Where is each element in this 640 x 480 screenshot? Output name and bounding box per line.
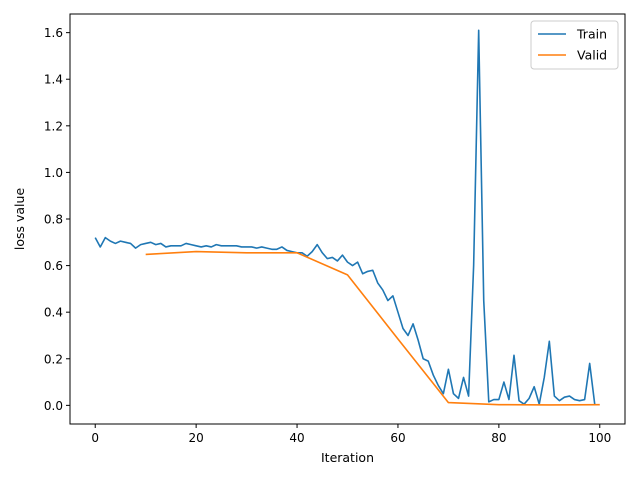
y-tick-label: 0.2 (44, 352, 63, 366)
y-tick-label: 0.8 (44, 213, 63, 227)
y-tick-label: 1.6 (44, 26, 63, 40)
y-tick-label: 0.0 (44, 399, 63, 413)
legend-valid-label: Valid (577, 48, 607, 63)
legend: Train Valid (530, 20, 619, 70)
x-tick-label: 100 (588, 431, 611, 445)
x-tick-label: 20 (188, 431, 203, 445)
y-tick-label: 1.4 (44, 73, 63, 87)
plot-frame (69, 13, 626, 425)
y-tick-label: 1.2 (44, 119, 63, 133)
y-axis-label: loss value (12, 188, 27, 251)
y-tick-label: 0.6 (44, 259, 63, 273)
x-tick-label: 0 (91, 431, 99, 445)
plot-marks (94, 29, 600, 406)
axis-ticks: 0 20 40 60 80 100 0.0 0.2 0.4 0.6 0.8 1.0 1.2 1.4 1.6 (44, 26, 611, 445)
legend-box (530, 20, 619, 70)
series-line-valid (145, 250, 600, 406)
y-tick-label: 0.4 (44, 306, 63, 320)
x-tick-label: 80 (491, 431, 506, 445)
legend-train-label: Train (576, 27, 607, 42)
x-axis-label: Iteration (321, 450, 374, 465)
x-tick-label: 40 (289, 431, 304, 445)
x-tick-label: 60 (390, 431, 405, 445)
series-line-train (94, 29, 596, 406)
y-tick-label: 1.0 (44, 166, 63, 180)
